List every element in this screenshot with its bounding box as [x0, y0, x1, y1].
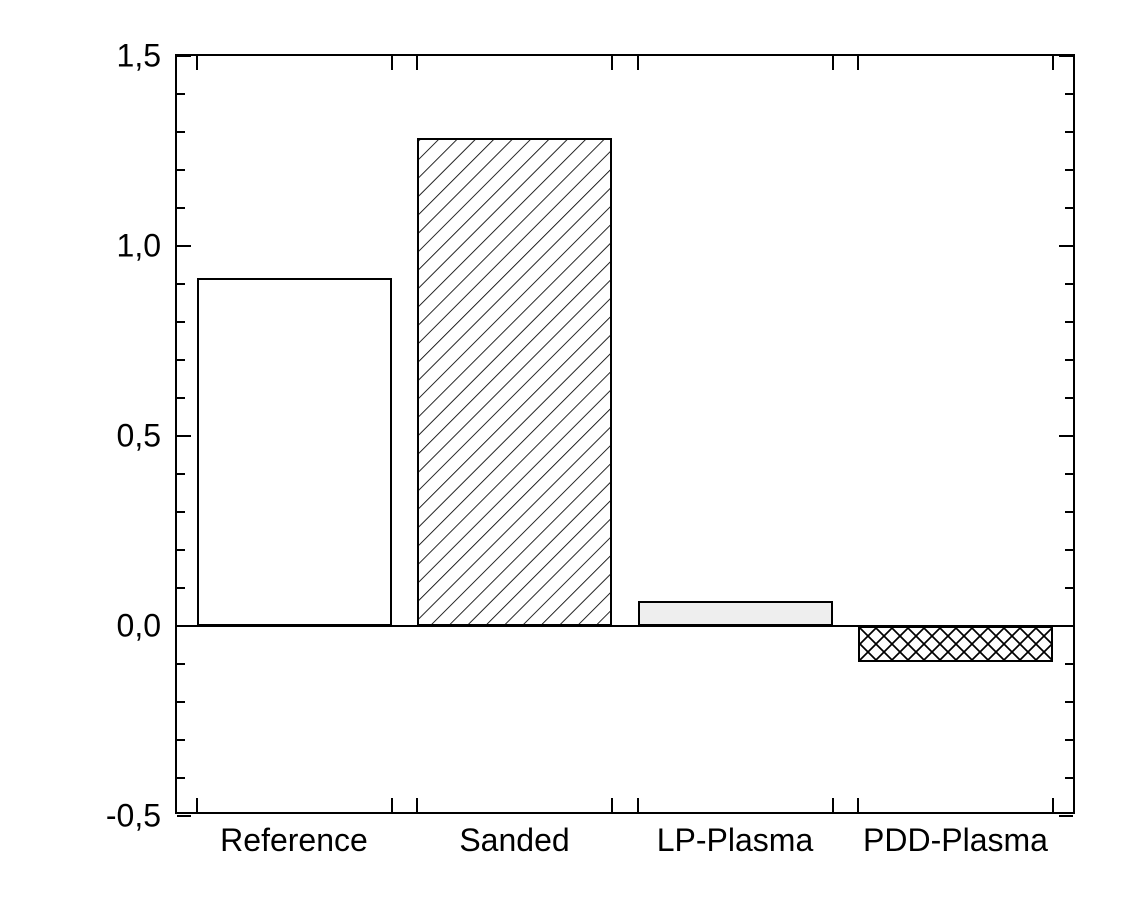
y-tick-minor — [177, 777, 185, 779]
y-tick-label: 1,5 — [117, 38, 161, 75]
x-tick — [196, 798, 198, 812]
y-tick-major — [177, 245, 191, 247]
y-tick-minor — [177, 701, 185, 703]
x-tick — [832, 56, 834, 70]
y-tick-label: 1,0 — [117, 228, 161, 265]
y-tick-minor — [177, 511, 185, 513]
y-tick-major — [177, 625, 191, 627]
x-tick — [1052, 56, 1054, 70]
x-tick — [611, 798, 613, 812]
y-tick-major — [177, 435, 191, 437]
y-tick-minor — [1065, 473, 1073, 475]
x-tick — [857, 56, 859, 70]
y-tick-minor — [1065, 207, 1073, 209]
y-tick-minor — [177, 283, 185, 285]
y-tick-label: 0,0 — [117, 608, 161, 645]
y-tick-major — [1059, 55, 1073, 57]
x-tick — [637, 798, 639, 812]
y-tick-minor — [1065, 131, 1073, 133]
y-tick-minor — [1065, 359, 1073, 361]
y-tick-label: -0,5 — [106, 798, 161, 835]
y-tick-minor — [177, 207, 185, 209]
y-tick-minor — [177, 131, 185, 133]
y-tick-minor — [1065, 739, 1073, 741]
x-tick — [832, 798, 834, 812]
x-tick — [416, 798, 418, 812]
x-tick — [611, 56, 613, 70]
y-tick-minor — [1065, 701, 1073, 703]
y-tick-minor — [1065, 283, 1073, 285]
plot-area: -0,50,00,51,01,5ReferenceSandedLP-Plasma… — [175, 54, 1075, 814]
bar — [197, 278, 392, 626]
y-tick-minor — [1065, 587, 1073, 589]
x-tick — [637, 56, 639, 70]
x-tick-label: Sanded — [459, 822, 569, 859]
y-tick-major — [177, 55, 191, 57]
bar — [417, 138, 612, 626]
x-tick-label: Reference — [220, 822, 368, 859]
y-tick-minor — [1065, 169, 1073, 171]
y-tick-minor — [1065, 321, 1073, 323]
y-tick-minor — [177, 321, 185, 323]
y-tick-major — [1059, 625, 1073, 627]
x-tick — [391, 798, 393, 812]
y-tick-minor — [1065, 549, 1073, 551]
y-tick-minor — [177, 359, 185, 361]
y-tick-major — [1059, 245, 1073, 247]
y-tick-minor — [1065, 777, 1073, 779]
y-tick-minor — [177, 93, 185, 95]
x-tick — [416, 56, 418, 70]
y-tick-minor — [177, 739, 185, 741]
y-tick-label: 0,5 — [117, 418, 161, 455]
bar — [858, 626, 1053, 662]
x-tick-label: PDD-Plasma — [863, 822, 1048, 859]
y-tick-major — [1059, 815, 1073, 817]
y-tick-major — [1059, 435, 1073, 437]
y-tick-minor — [177, 397, 185, 399]
x-tick-label: LP-Plasma — [657, 822, 814, 859]
y-tick-minor — [1065, 397, 1073, 399]
x-tick — [196, 56, 198, 70]
y-tick-minor — [177, 473, 185, 475]
y-tick-minor — [177, 169, 185, 171]
y-tick-minor — [1065, 93, 1073, 95]
bar — [638, 601, 833, 626]
chart-container: Acidity parameter -0,50,00,51,01,5Refere… — [53, 30, 1093, 870]
y-tick-minor — [177, 549, 185, 551]
y-tick-minor — [177, 587, 185, 589]
x-tick — [391, 56, 393, 70]
y-tick-minor — [1065, 511, 1073, 513]
y-tick-minor — [1065, 663, 1073, 665]
x-tick — [857, 798, 859, 812]
x-tick — [1052, 798, 1054, 812]
y-tick-major — [177, 815, 191, 817]
y-tick-minor — [177, 663, 185, 665]
